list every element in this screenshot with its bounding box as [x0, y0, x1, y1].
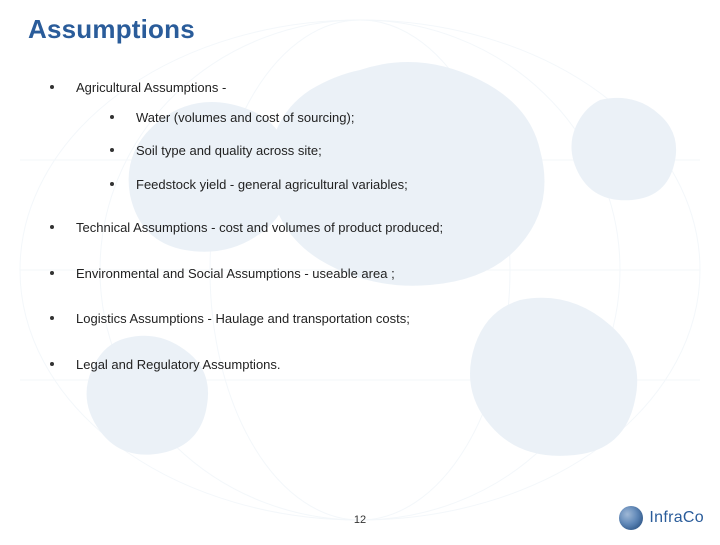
list-item: Soil type and quality across site;	[28, 142, 692, 160]
list-item-text: Feedstock yield - general agricultural v…	[136, 176, 692, 194]
bullet-icon	[50, 225, 54, 229]
globe-icon	[619, 506, 643, 530]
bullet-list: Agricultural Assumptions - Water (volume…	[28, 79, 692, 373]
list-item-text: Soil type and quality across site;	[136, 142, 692, 160]
bullet-icon	[110, 182, 114, 186]
list-item-text: Agricultural Assumptions -	[76, 79, 692, 97]
list-item-text: Technical Assumptions - cost and volumes…	[76, 219, 692, 237]
bullet-icon	[50, 85, 54, 89]
list-item-text: Logistics Assumptions - Haulage and tran…	[76, 310, 692, 328]
bullet-icon	[110, 148, 114, 152]
slide-title: Assumptions	[28, 14, 692, 45]
list-item: Agricultural Assumptions -	[28, 79, 692, 97]
bullet-icon	[50, 362, 54, 366]
list-item: Environmental and Social Assumptions - u…	[28, 265, 692, 283]
sub-list: Water (volumes and cost of sourcing); So…	[28, 109, 692, 194]
list-item: Feedstock yield - general agricultural v…	[28, 176, 692, 194]
list-item: Technical Assumptions - cost and volumes…	[28, 219, 692, 237]
list-item: Logistics Assumptions - Haulage and tran…	[28, 310, 692, 328]
logo: InfraCo	[619, 506, 704, 530]
list-item-text: Legal and Regulatory Assumptions.	[76, 356, 692, 374]
bullet-icon	[50, 271, 54, 275]
logo-text: InfraCo	[649, 509, 704, 527]
bullet-icon	[50, 316, 54, 320]
slide: Assumptions Agricultural Assumptions - W…	[0, 0, 720, 540]
page-number: 12	[0, 514, 720, 526]
bullet-icon	[110, 115, 114, 119]
list-item: Legal and Regulatory Assumptions.	[28, 356, 692, 374]
list-item: Water (volumes and cost of sourcing);	[28, 109, 692, 127]
list-item-text: Environmental and Social Assumptions - u…	[76, 265, 692, 283]
list-item-text: Water (volumes and cost of sourcing);	[136, 109, 692, 127]
